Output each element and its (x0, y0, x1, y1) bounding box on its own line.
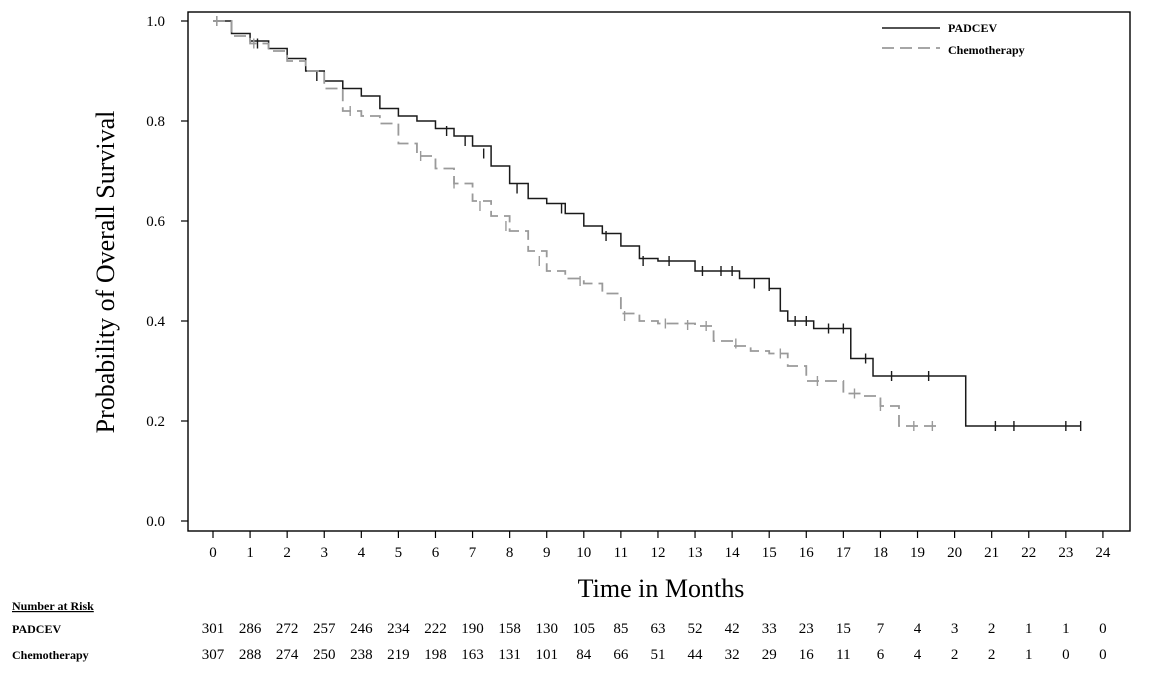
risk-value-chemotherapy: 163 (461, 647, 484, 663)
risk-value-padcev: 23 (799, 621, 814, 637)
x-tick-label: 0 (209, 545, 217, 561)
risk-value-padcev: 286 (239, 621, 262, 637)
risk-table-header: Number at Risk (12, 599, 94, 613)
risk-value-chemotherapy: 274 (276, 647, 299, 663)
y-axis-ticks: 0.0 0.2 0.4 0.6 0.8 1.0 (146, 14, 188, 530)
risk-value-padcev: 105 (573, 621, 596, 637)
risk-value-chemotherapy: 11 (836, 647, 850, 663)
risk-value-padcev: 1 (1025, 621, 1033, 637)
risk-value-chemotherapy: 84 (576, 647, 592, 663)
risk-value-chemotherapy: 250 (313, 647, 336, 663)
y-tick-label: 0.0 (146, 514, 165, 530)
risk-value-chemotherapy: 198 (424, 647, 447, 663)
risk-row-label-padcev: PADCEV (12, 622, 61, 636)
risk-value-padcev: 301 (202, 621, 225, 637)
x-tick-label: 21 (984, 545, 999, 561)
series-layer (213, 16, 1082, 431)
x-tick-label: 12 (650, 545, 665, 561)
risk-value-padcev: 7 (877, 621, 885, 637)
risk-value-chemotherapy: 0 (1062, 647, 1070, 663)
x-tick-label: 18 (873, 545, 888, 561)
risk-value-chemotherapy: 2 (951, 647, 959, 663)
risk-value-padcev: 158 (498, 621, 521, 637)
x-tick-label: 4 (358, 545, 366, 561)
x-axis-ticks: 0 1 2 3 4 5 6 7 8 9 10 11 12 13 14 15 16 17 18 19 20 21 22 23 24 (209, 531, 1111, 561)
risk-value-chemotherapy: 101 (535, 647, 558, 663)
risk-value-padcev: 1 (1062, 621, 1070, 637)
series-line-chemotherapy (213, 20, 937, 427)
x-tick-label: 22 (1021, 545, 1036, 561)
risk-value-chemotherapy: 51 (650, 647, 665, 663)
x-tick-label: 19 (910, 545, 925, 561)
risk-value-padcev: 33 (762, 621, 777, 637)
risk-value-padcev: 3 (951, 621, 959, 637)
x-tick-label: 5 (395, 545, 403, 561)
risk-value-chemotherapy: 32 (725, 647, 740, 663)
risk-table: Number at Risk PADCEV Chemotherapy 301 28… (12, 599, 1107, 663)
risk-value-padcev: 257 (313, 621, 336, 637)
x-axis-title: Time in Months (578, 574, 745, 603)
x-tick-label: 11 (614, 545, 628, 561)
x-tick-label: 3 (320, 545, 328, 561)
risk-value-padcev: 52 (688, 621, 703, 637)
risk-value-chemotherapy: 131 (498, 647, 521, 663)
legend-label-padcev: PADCEV (948, 21, 997, 35)
risk-value-padcev: 246 (350, 621, 373, 637)
x-tick-label: 10 (576, 545, 591, 561)
y-tick-label: 1.0 (146, 14, 165, 30)
risk-value-chemotherapy: 16 (799, 647, 815, 663)
risk-value-chemotherapy: 6 (877, 647, 885, 663)
risk-value-chemotherapy: 307 (202, 647, 225, 663)
x-tick-label: 16 (799, 545, 815, 561)
x-tick-label: 6 (432, 545, 440, 561)
risk-value-chemotherapy: 219 (387, 647, 410, 663)
risk-value-padcev: 0 (1099, 621, 1107, 637)
x-tick-label: 14 (725, 545, 741, 561)
x-tick-label: 15 (762, 545, 777, 561)
risk-values: 301 286 272 257 246 234 222 190 158 130 105 85 63 52 4… (202, 621, 1107, 663)
risk-value-padcev: 63 (650, 621, 665, 637)
risk-value-chemotherapy: 66 (613, 647, 629, 663)
y-axis-title: Probability of Overall Survival (91, 111, 120, 434)
legend: PADCEV Chemotherapy (882, 21, 1025, 57)
risk-value-padcev: 222 (424, 621, 447, 637)
risk-value-chemotherapy: 44 (688, 647, 704, 663)
risk-value-chemotherapy: 238 (350, 647, 373, 663)
legend-label-chemotherapy: Chemotherapy (948, 43, 1025, 57)
risk-value-chemotherapy: 288 (239, 647, 262, 663)
risk-value-padcev: 2 (988, 621, 996, 637)
risk-value-padcev: 42 (725, 621, 740, 637)
y-tick-label: 0.2 (146, 414, 165, 430)
x-tick-label: 2 (283, 545, 291, 561)
x-tick-label: 13 (688, 545, 703, 561)
risk-value-chemotherapy: 4 (914, 647, 922, 663)
risk-value-padcev: 85 (613, 621, 628, 637)
risk-value-padcev: 272 (276, 621, 299, 637)
risk-value-chemotherapy: 1 (1025, 647, 1033, 663)
y-tick-label: 0.4 (146, 314, 165, 330)
risk-value-chemotherapy: 2 (988, 647, 996, 663)
x-tick-label: 8 (506, 545, 514, 561)
series-line-padcev (213, 20, 1081, 427)
x-tick-label: 1 (246, 545, 254, 561)
x-tick-label: 9 (543, 545, 551, 561)
risk-value-chemotherapy: 29 (762, 647, 777, 663)
risk-value-padcev: 130 (535, 621, 558, 637)
risk-value-padcev: 234 (387, 621, 410, 637)
risk-row-label-chemotherapy: Chemotherapy (12, 648, 89, 662)
risk-value-chemotherapy: 0 (1099, 647, 1107, 663)
risk-value-padcev: 15 (836, 621, 851, 637)
x-tick-label: 23 (1058, 545, 1073, 561)
x-tick-label: 24 (1095, 545, 1111, 561)
plot-frame (187, 11, 1131, 532)
y-tick-label: 0.6 (146, 214, 165, 230)
x-tick-label: 20 (947, 545, 962, 561)
x-tick-label: 7 (469, 545, 477, 561)
y-tick-label: 0.8 (146, 114, 165, 130)
risk-value-padcev: 190 (461, 621, 484, 637)
risk-value-padcev: 4 (914, 621, 922, 637)
x-tick-label: 17 (836, 545, 852, 561)
